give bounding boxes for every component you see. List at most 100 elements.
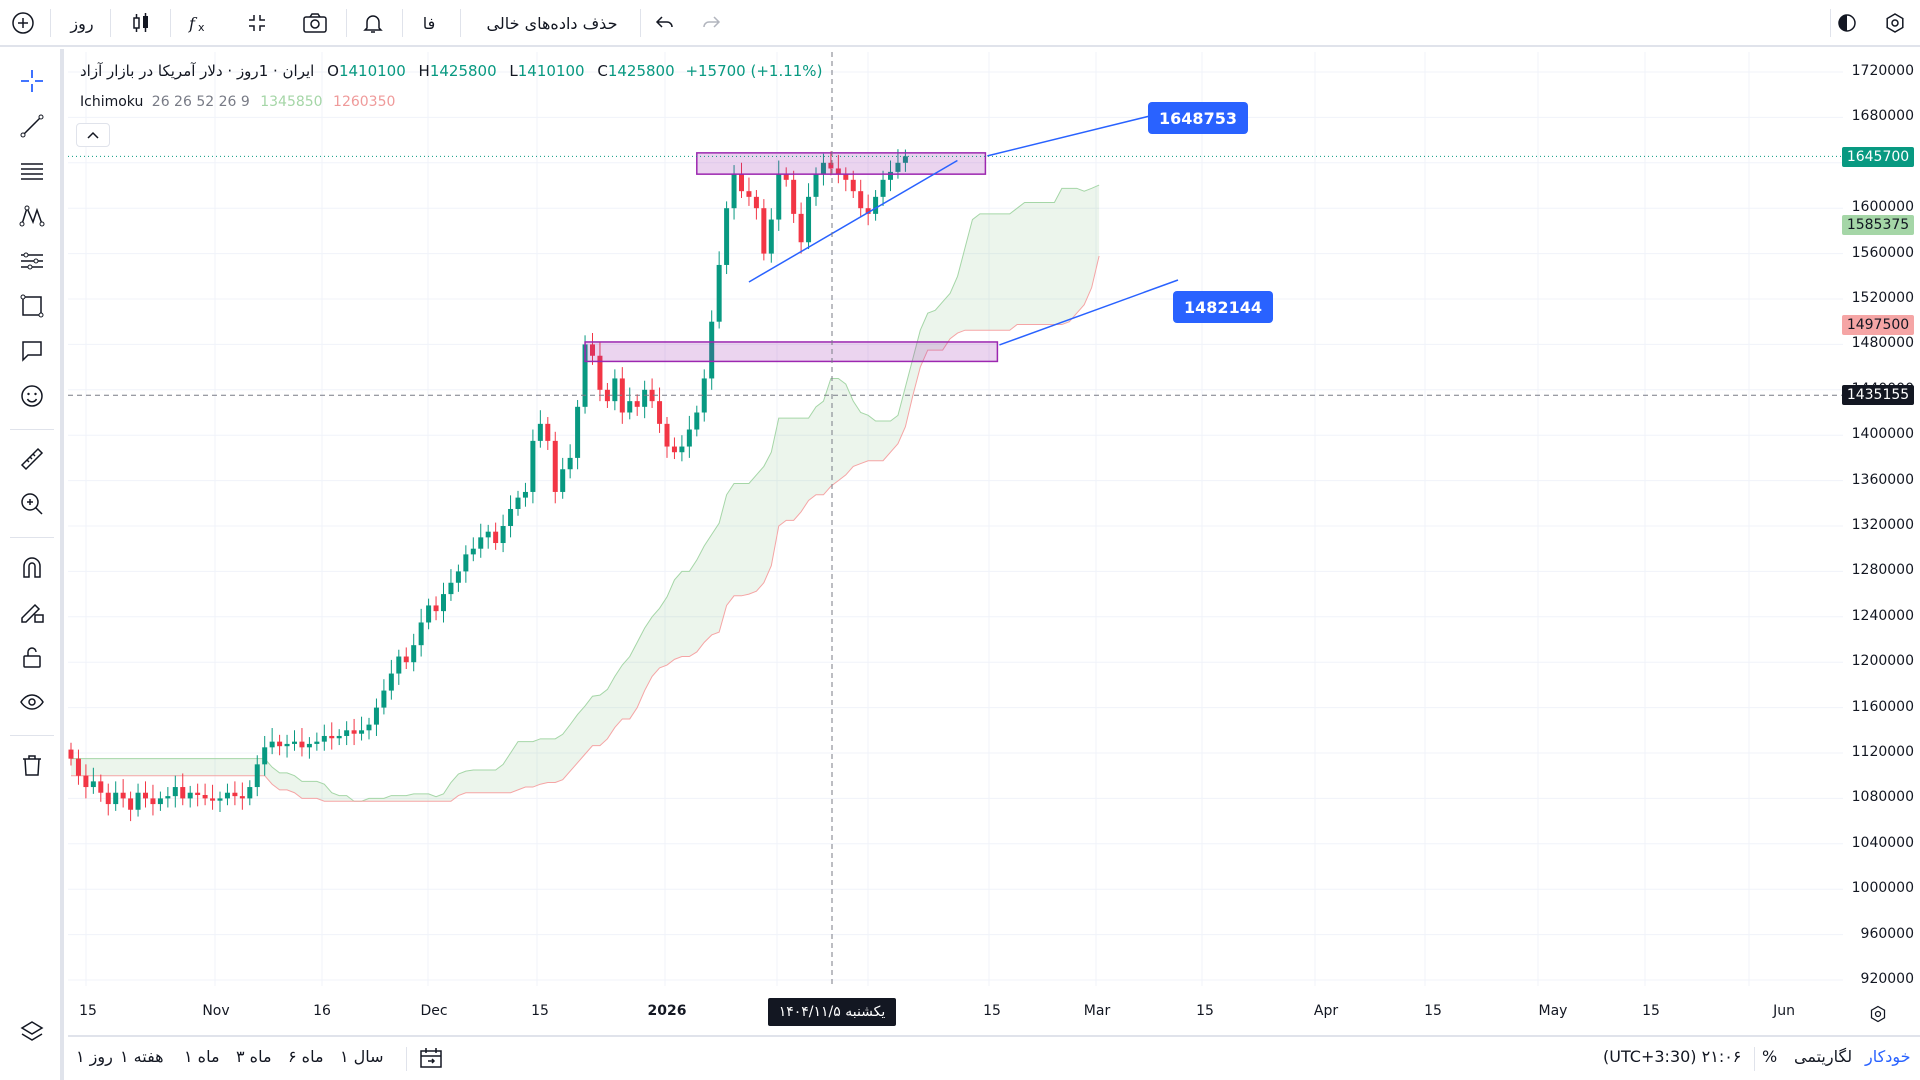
candle [388, 673, 394, 691]
forecast-tool[interactable] [12, 241, 52, 281]
pattern-icon [19, 205, 45, 227]
high-label: H [418, 62, 430, 80]
trendline-tool[interactable] [12, 106, 52, 146]
candle [597, 355, 603, 390]
time-axis-label: 15 [1196, 1003, 1214, 1019]
add-symbol-button[interactable] [6, 6, 40, 40]
magnet-icon [23, 557, 41, 578]
symbol-title[interactable]: ایران · 1روز · دلار آمریکا در بازار آزاد [80, 62, 315, 80]
candle [180, 787, 186, 799]
range-1d[interactable]: روز ۱ [76, 1047, 113, 1066]
drawing-mode-tool[interactable] [12, 592, 52, 632]
alert-button[interactable] [356, 6, 390, 40]
time-axis-label: 16 [313, 1003, 331, 1019]
change-value: +15700 (+1.11%) [685, 62, 823, 80]
range-1y[interactable]: سال ۱ [340, 1047, 384, 1066]
screenshot-button[interactable] [298, 6, 332, 40]
indicator-legend[interactable]: Ichimoku 26 26 52 26 9 1345850 1260350 [80, 94, 395, 110]
redo-button[interactable] [694, 6, 728, 40]
price-chart[interactable] [68, 52, 1843, 1016]
crosshair-tool[interactable] [12, 61, 52, 101]
theme-toggle-button[interactable] [1830, 6, 1864, 40]
candle [888, 171, 893, 180]
candle [426, 605, 432, 623]
span-b-tag: 1497500 [1842, 315, 1914, 335]
candle [508, 508, 514, 526]
price-callout-upper[interactable]: 1648753 [1148, 102, 1248, 134]
crosshair-icon [21, 70, 43, 92]
candle [143, 792, 148, 799]
price-axis-label: 960000 [1860, 925, 1914, 942]
candle [768, 219, 774, 254]
lock-drawings-tool[interactable] [12, 637, 52, 677]
drawing-toolbar [0, 49, 64, 1080]
language-button[interactable]: فا [422, 13, 436, 33]
candle [75, 758, 81, 776]
percent-toggle[interactable]: % [1762, 1047, 1778, 1066]
candle [284, 743, 290, 747]
price-axis-label: 1520000 [1851, 290, 1914, 306]
candle [135, 792, 141, 810]
date-range-button[interactable] [418, 1045, 444, 1075]
hide-drawings-tool[interactable] [12, 682, 52, 722]
candle [366, 724, 372, 731]
fib-tool[interactable] [12, 151, 52, 191]
candle [515, 497, 521, 509]
log-toggle[interactable]: لگاریتمی [1794, 1047, 1853, 1066]
zoom-in-icon [21, 493, 43, 515]
axis-settings-button[interactable] [1868, 1004, 1888, 1028]
collapse-legend-button[interactable] [76, 123, 110, 147]
ichimoku-cloud [71, 185, 1100, 802]
annotation-tool[interactable] [12, 331, 52, 371]
remove-drawings-tool[interactable] [12, 745, 52, 785]
crosshair-date-tag: یکشنبه ۱۴۰۴/۱۱/۵ [768, 998, 896, 1026]
price-axis-label: 1400000 [1851, 426, 1914, 443]
last-price-tag: 1645700 [1842, 147, 1914, 167]
chart-type-button[interactable] [124, 6, 158, 40]
candle [679, 446, 685, 453]
undo-button[interactable] [648, 6, 682, 40]
candle [455, 571, 461, 583]
interval-button[interactable]: روز [70, 13, 94, 33]
price-axis-label: 1320000 [1851, 517, 1914, 533]
candle [359, 730, 365, 734]
settings-button[interactable] [1878, 6, 1912, 40]
range-3m[interactable]: ماه ۳ [236, 1047, 272, 1066]
price-axis-label: 1680000 [1851, 108, 1914, 125]
candle [68, 749, 74, 759]
range-1m[interactable]: ماه ۱ [184, 1047, 220, 1066]
emoji-tool[interactable] [12, 376, 52, 416]
shape-tool[interactable] [12, 286, 52, 326]
candle [262, 747, 268, 765]
candle [105, 792, 111, 805]
object-tree-tool[interactable] [12, 1012, 52, 1052]
price-axis-label: 1560000 [1851, 244, 1914, 261]
indicator-params: 26 26 52 26 9 [151, 94, 250, 110]
measure-tool[interactable] [12, 439, 52, 479]
zoom-tool[interactable] [12, 484, 52, 524]
auto-toggle[interactable]: خودکار [1865, 1047, 1911, 1066]
range-1w[interactable]: هفته ۱ [120, 1047, 164, 1066]
timezone-button[interactable]: (UTC+3:30) ۲۱:۰۶ [1603, 1047, 1742, 1066]
price-callout-lower[interactable]: 1482144 [1173, 291, 1273, 323]
candle [336, 735, 342, 739]
candle [895, 162, 901, 172]
remove-empty-data-button[interactable]: حذف داده‌های خالی [486, 13, 618, 33]
open-label: O [327, 62, 339, 80]
candle [448, 582, 454, 595]
settings-icon [1886, 13, 1904, 33]
range-6m[interactable]: ماه ۶ [288, 1047, 324, 1066]
ruler-icon [20, 447, 44, 471]
candle [731, 174, 737, 209]
pattern-tool[interactable] [12, 196, 52, 236]
candle [299, 741, 305, 748]
candle [552, 440, 558, 492]
bell-icon [363, 15, 383, 33]
magnet-tool[interactable] [12, 547, 52, 587]
pencil-lock-icon [21, 603, 44, 623]
candle [463, 554, 469, 572]
forecast-icon [21, 252, 43, 270]
collapse-icon [249, 15, 265, 31]
fullscreen-button[interactable] [240, 6, 274, 40]
